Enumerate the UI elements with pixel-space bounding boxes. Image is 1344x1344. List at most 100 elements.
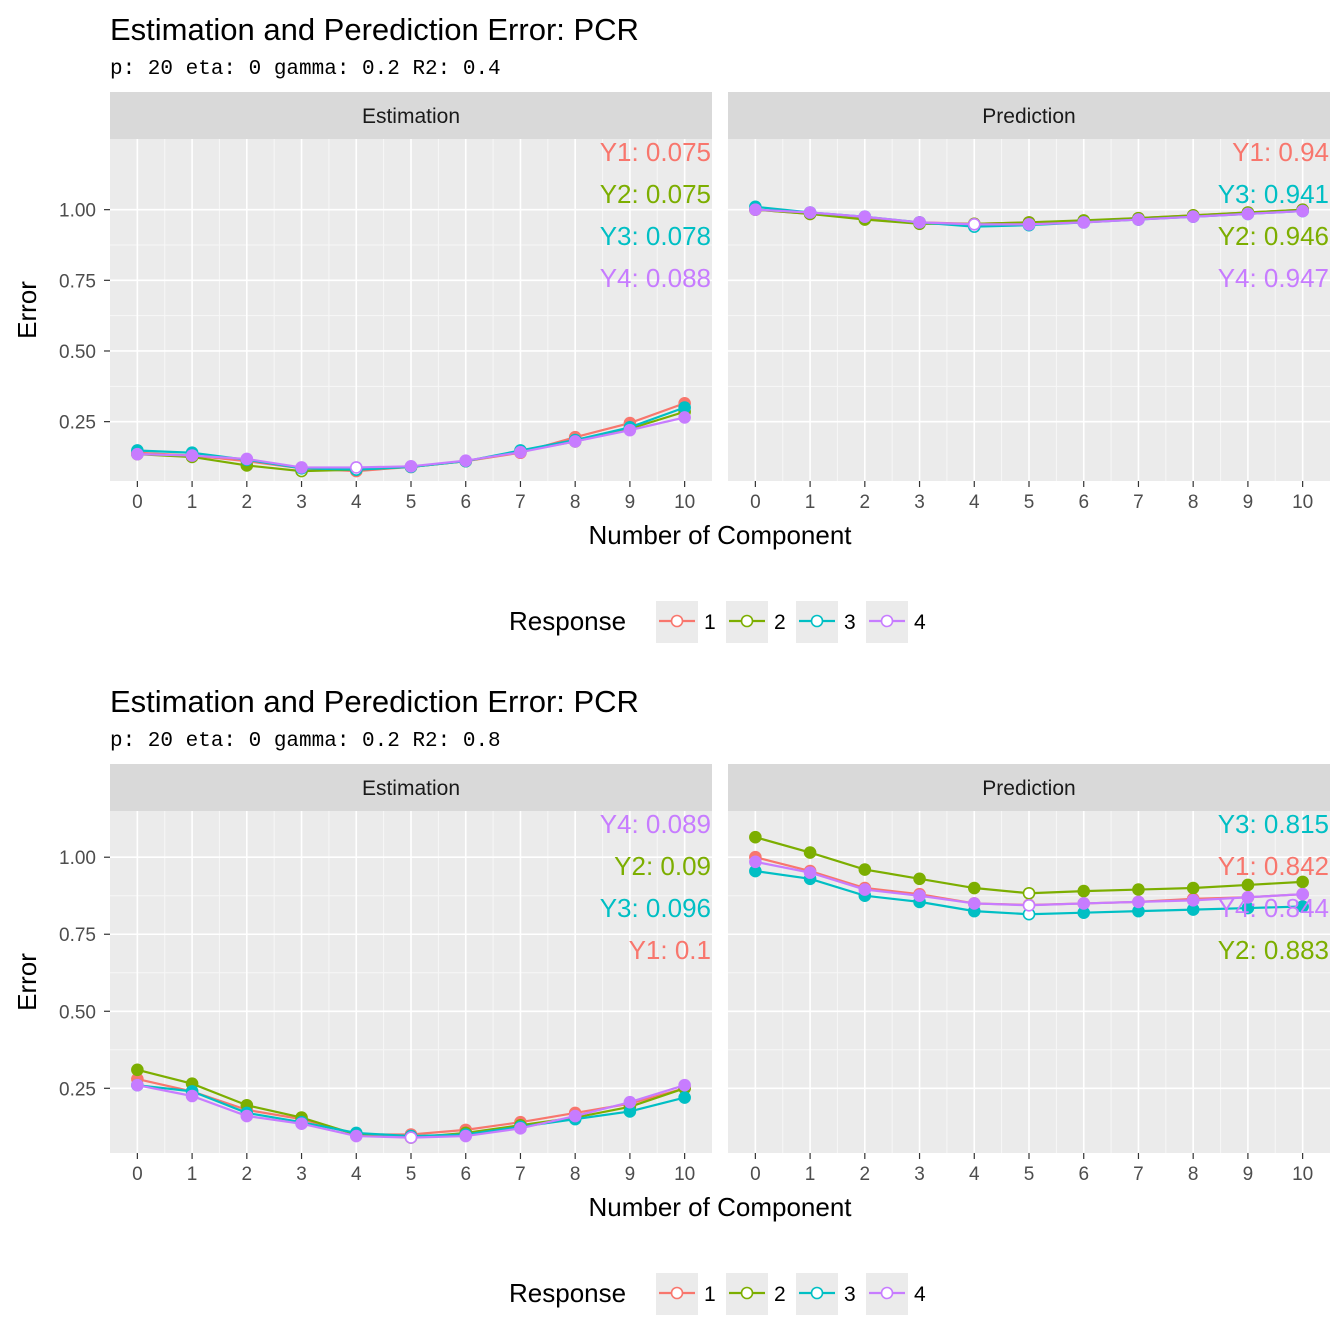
data-point-y2	[858, 863, 872, 876]
min-error-annotation: Y1: 0.842	[1218, 851, 1329, 881]
data-point-y4	[1077, 216, 1091, 229]
legend-label: 1	[704, 1283, 716, 1306]
legend-label: 3	[844, 611, 856, 634]
y-tick-label: 0.50	[59, 342, 96, 363]
data-point-y2	[1186, 881, 1200, 895]
data-point-y4	[1241, 207, 1255, 221]
data-point-y2	[749, 830, 762, 844]
x-tick-label: 5	[406, 1164, 417, 1185]
data-point-y4	[623, 1095, 637, 1109]
min-error-annotation: Y1: 0.94	[1232, 137, 1329, 167]
x-tick-label: 0	[750, 492, 761, 513]
facet-strip-label: Prediction	[982, 105, 1075, 128]
chart-subtitle: p: 20 eta: 0 gamma: 0.2 R2: 0.4	[110, 58, 501, 81]
legend: Response 1 2 3 4	[509, 1273, 926, 1315]
legend-label: 1	[704, 611, 716, 634]
data-point-y4	[349, 461, 363, 474]
min-error-annotation: Y1: 0.075	[600, 137, 711, 167]
data-point-y4	[678, 1078, 691, 1092]
data-point-y2	[1022, 886, 1036, 900]
x-tick-label: 4	[351, 1164, 362, 1185]
min-error-annotation: Y4: 0.089	[600, 809, 711, 839]
data-point-y4	[459, 1129, 473, 1143]
min-error-annotation: Y3: 0.078	[600, 221, 711, 251]
facet-strip	[728, 92, 1330, 139]
data-point-y4	[1186, 210, 1200, 224]
y-tick-label: 1.00	[59, 848, 96, 869]
y-tick-label: 0.75	[59, 925, 96, 946]
x-tick-label: 1	[805, 492, 816, 513]
data-point-y4	[459, 454, 473, 467]
data-point-y4	[404, 1131, 418, 1144]
legend-key-point	[670, 1286, 684, 1300]
x-tick-label: 5	[1024, 492, 1035, 513]
legend-label: 3	[844, 1283, 856, 1306]
data-point-y4	[1022, 218, 1036, 231]
y-tick-label: 0.25	[59, 413, 96, 434]
y-tick-label: 0.25	[59, 1079, 96, 1100]
chart-title: Estimation and Perediction Error: PCR	[110, 684, 639, 719]
data-point-y2	[803, 846, 817, 859]
x-tick-label: 5	[406, 492, 417, 513]
x-tick-label: 0	[132, 1164, 143, 1185]
x-tick-label: 6	[460, 1164, 471, 1185]
x-tick-label: 6	[1078, 1164, 1089, 1185]
x-tick-label: 1	[187, 1164, 198, 1185]
x-tick-label: 10	[1292, 492, 1313, 513]
data-point-y4	[749, 203, 762, 216]
x-tick-label: 3	[914, 1164, 925, 1185]
min-error-annotation: Y4: 0.947	[1218, 263, 1329, 293]
facet-estimation: Estimation 0 1 2 3 4 5 6 7 8 9 10 Y4: 0.089 Y2: 0.09 Y…	[110, 764, 712, 1185]
legend-key-point	[880, 1286, 894, 1300]
y-tick-label: 0.75	[59, 271, 96, 292]
data-point-y4	[803, 206, 817, 219]
x-tick-label: 2	[860, 1164, 871, 1185]
legend-title: Response	[509, 1278, 626, 1308]
x-tick-label: 9	[625, 1164, 636, 1185]
legend-label: 2	[774, 1283, 786, 1306]
x-tick-label: 2	[860, 492, 871, 513]
x-tick-label: 8	[570, 492, 581, 513]
x-tick-label: 8	[570, 1164, 581, 1185]
min-error-annotation: Y1: 0.1	[629, 935, 711, 965]
facet-strip-label: Prediction	[982, 777, 1075, 800]
data-point-y4	[967, 897, 981, 910]
x-tick-label: 7	[515, 1164, 526, 1185]
x-tick-label: 10	[674, 1164, 695, 1185]
min-error-annotation: Y3: 0.815	[1218, 809, 1329, 839]
chart-1: Estimation and Perediction Error: PCR p: …	[12, 12, 1330, 643]
data-point-y4	[1022, 898, 1036, 912]
data-point-y4	[749, 855, 762, 869]
data-point-y4	[858, 883, 872, 896]
data-point-y4	[240, 1109, 254, 1123]
data-point-y4	[131, 447, 144, 461]
x-tick-label: 6	[1078, 492, 1089, 513]
data-point-y4	[803, 866, 817, 879]
legend-title: Response	[509, 606, 626, 636]
x-tick-label: 0	[750, 1164, 761, 1185]
x-tick-label: 8	[1188, 1164, 1199, 1185]
data-point-y4	[295, 461, 308, 474]
x-axis-title: Number of Component	[588, 1192, 852, 1222]
facet-strip-label: Estimation	[362, 105, 460, 128]
data-point-y4	[240, 452, 254, 466]
x-tick-label: 2	[242, 492, 253, 513]
y-tick-label: 0.50	[59, 1002, 96, 1023]
x-tick-label: 7	[1133, 492, 1144, 513]
data-point-y4	[131, 1078, 144, 1092]
facet-strip	[110, 764, 712, 811]
data-point-y4	[1132, 213, 1145, 226]
data-point-y2	[913, 872, 926, 886]
x-tick-label: 4	[351, 492, 362, 513]
x-tick-label: 7	[1133, 1164, 1144, 1185]
x-tick-label: 1	[187, 492, 198, 513]
data-point-y4	[514, 445, 527, 459]
data-point-y4	[913, 216, 926, 229]
min-error-annotation: Y3: 0.941	[1218, 179, 1329, 209]
data-point-y2	[967, 881, 981, 895]
facet-strip	[110, 92, 712, 139]
data-point-y3	[678, 1091, 691, 1104]
data-point-y3	[1296, 900, 1309, 913]
data-point-y4	[349, 1129, 363, 1143]
